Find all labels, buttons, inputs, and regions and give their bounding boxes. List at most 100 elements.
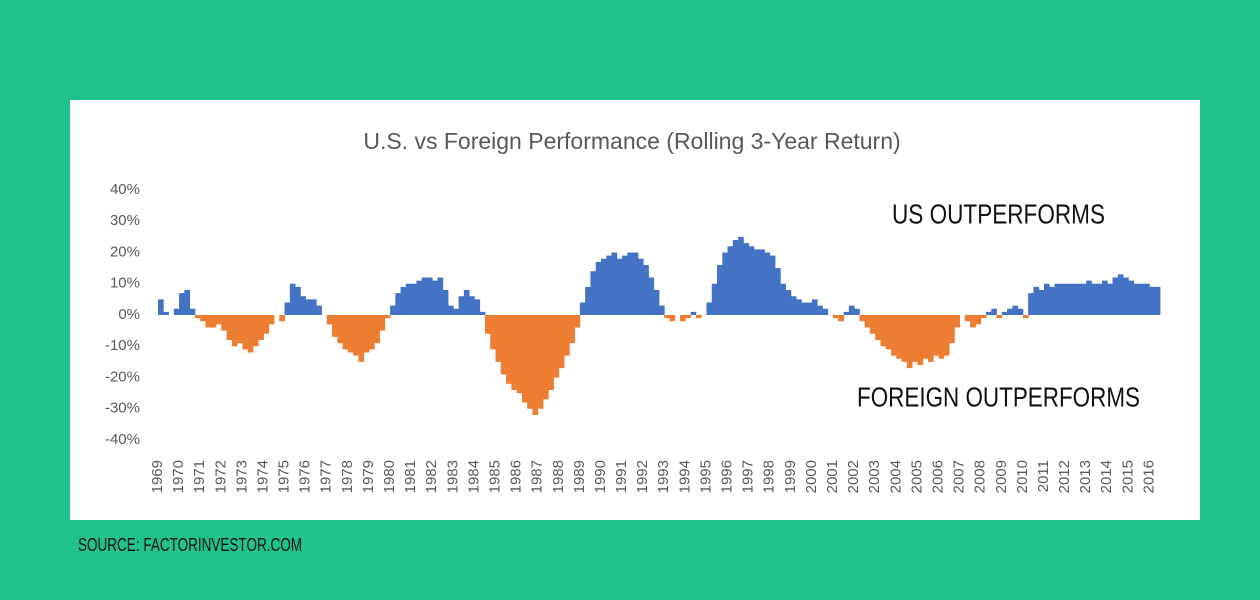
- area-segment: [363, 315, 370, 353]
- area-segment: [231, 315, 238, 347]
- x-tick-label: 1983: [444, 460, 461, 493]
- area-segment: [548, 315, 554, 390]
- area-segment: [442, 290, 449, 315]
- area-segment: [384, 315, 391, 319]
- x-tick-label: 2008: [972, 460, 989, 493]
- area-segment: [284, 302, 291, 315]
- area-segment: [305, 299, 312, 315]
- area-segment: [300, 296, 307, 315]
- area-segment: [569, 315, 576, 344]
- area-segment: [368, 315, 375, 350]
- area-segment: [542, 315, 549, 400]
- area-segment: [390, 305, 396, 315]
- area-segment: [495, 315, 502, 362]
- area-segment: [1080, 283, 1087, 315]
- area-segment: [891, 315, 897, 356]
- area-segment: [659, 305, 665, 315]
- area-segment: [980, 315, 987, 319]
- area-segment: [189, 308, 196, 315]
- area-segment: [1133, 283, 1140, 315]
- area-segment: [975, 315, 982, 325]
- x-tick-label: 2015: [1119, 460, 1136, 493]
- x-tick-label: 1984: [465, 460, 482, 493]
- y-tick-label: -10%: [105, 337, 140, 354]
- area-segment: [938, 315, 945, 359]
- x-tick-label: 1981: [402, 460, 419, 493]
- x-tick-label: 1970: [170, 460, 187, 493]
- area-segment: [326, 315, 333, 325]
- area-segment: [316, 305, 322, 315]
- y-tick-label: 40%: [110, 181, 140, 198]
- x-tick-label: 1992: [634, 460, 651, 493]
- x-tick-label: 1991: [613, 460, 630, 493]
- area-segment: [279, 315, 285, 322]
- area-segment: [637, 258, 644, 315]
- x-tick-label: 1990: [592, 460, 609, 493]
- area-segment: [748, 246, 755, 315]
- area-segment: [1007, 308, 1013, 315]
- area-segment: [854, 308, 860, 315]
- area-segment: [943, 315, 950, 356]
- area-segment: [727, 246, 734, 315]
- area-segment: [901, 315, 908, 362]
- area-segment: [1075, 283, 1082, 315]
- area-segment: [738, 236, 744, 315]
- area-segment: [405, 283, 412, 315]
- area-segment: [722, 252, 728, 315]
- area-segment: [859, 315, 866, 322]
- x-tick-label: 1994: [676, 460, 693, 493]
- area-segment: [263, 315, 270, 334]
- x-tick-label: 2011: [1035, 460, 1052, 492]
- y-tick-label: -20%: [105, 368, 140, 385]
- area-segment: [342, 315, 349, 350]
- x-tick-label: 1978: [339, 460, 356, 493]
- x-tick-label: 1974: [254, 460, 271, 493]
- x-tick-label: 1988: [550, 460, 567, 493]
- area-segment: [484, 315, 491, 334]
- area-segment: [780, 283, 786, 315]
- area-segment: [1096, 283, 1103, 315]
- area-segment: [1070, 283, 1077, 315]
- area-segment: [194, 315, 201, 319]
- x-tick-label: 1979: [360, 460, 377, 493]
- area-segment: [653, 290, 660, 315]
- area-segment: [289, 283, 296, 315]
- area-segment: [479, 311, 486, 315]
- x-tick-label: 1996: [719, 460, 736, 493]
- area-segment: [790, 296, 797, 315]
- x-tick-label: 1977: [318, 460, 335, 493]
- x-tick-label: 1975: [276, 460, 293, 493]
- area-segment: [332, 315, 338, 337]
- area-segment: [822, 308, 829, 315]
- area-segment: [685, 315, 692, 319]
- x-tick-label: 2014: [1098, 460, 1115, 493]
- area-segment: [595, 261, 602, 315]
- area-segment: [463, 290, 470, 315]
- area-segment: [353, 315, 359, 356]
- area-segment: [537, 315, 544, 409]
- area-segment: [448, 305, 454, 315]
- area-segment: [532, 315, 539, 415]
- area-segment: [226, 315, 233, 340]
- area-segment: [785, 290, 792, 315]
- area-segment: [1149, 286, 1156, 315]
- area-segment: [1038, 290, 1045, 315]
- area-segment: [695, 315, 702, 319]
- x-tick-label: 1982: [423, 460, 440, 493]
- area-segment: [1117, 274, 1124, 315]
- x-tick-label: 2002: [845, 460, 862, 493]
- area-segment: [896, 315, 902, 359]
- area-segment: [1123, 277, 1129, 315]
- x-tick-label: 1973: [233, 460, 250, 493]
- x-tick-label: 1972: [212, 460, 229, 493]
- area-segment: [1043, 283, 1050, 315]
- x-tick-label: 2006: [929, 460, 946, 493]
- area-segment: [717, 265, 723, 315]
- x-tick-label: 1971: [191, 460, 208, 493]
- area-segment: [732, 240, 739, 315]
- area-segment: [743, 243, 750, 315]
- y-tick-label: -40%: [105, 431, 140, 448]
- area-segment: [775, 268, 781, 315]
- area-segment: [648, 277, 655, 315]
- area-segment: [875, 315, 881, 340]
